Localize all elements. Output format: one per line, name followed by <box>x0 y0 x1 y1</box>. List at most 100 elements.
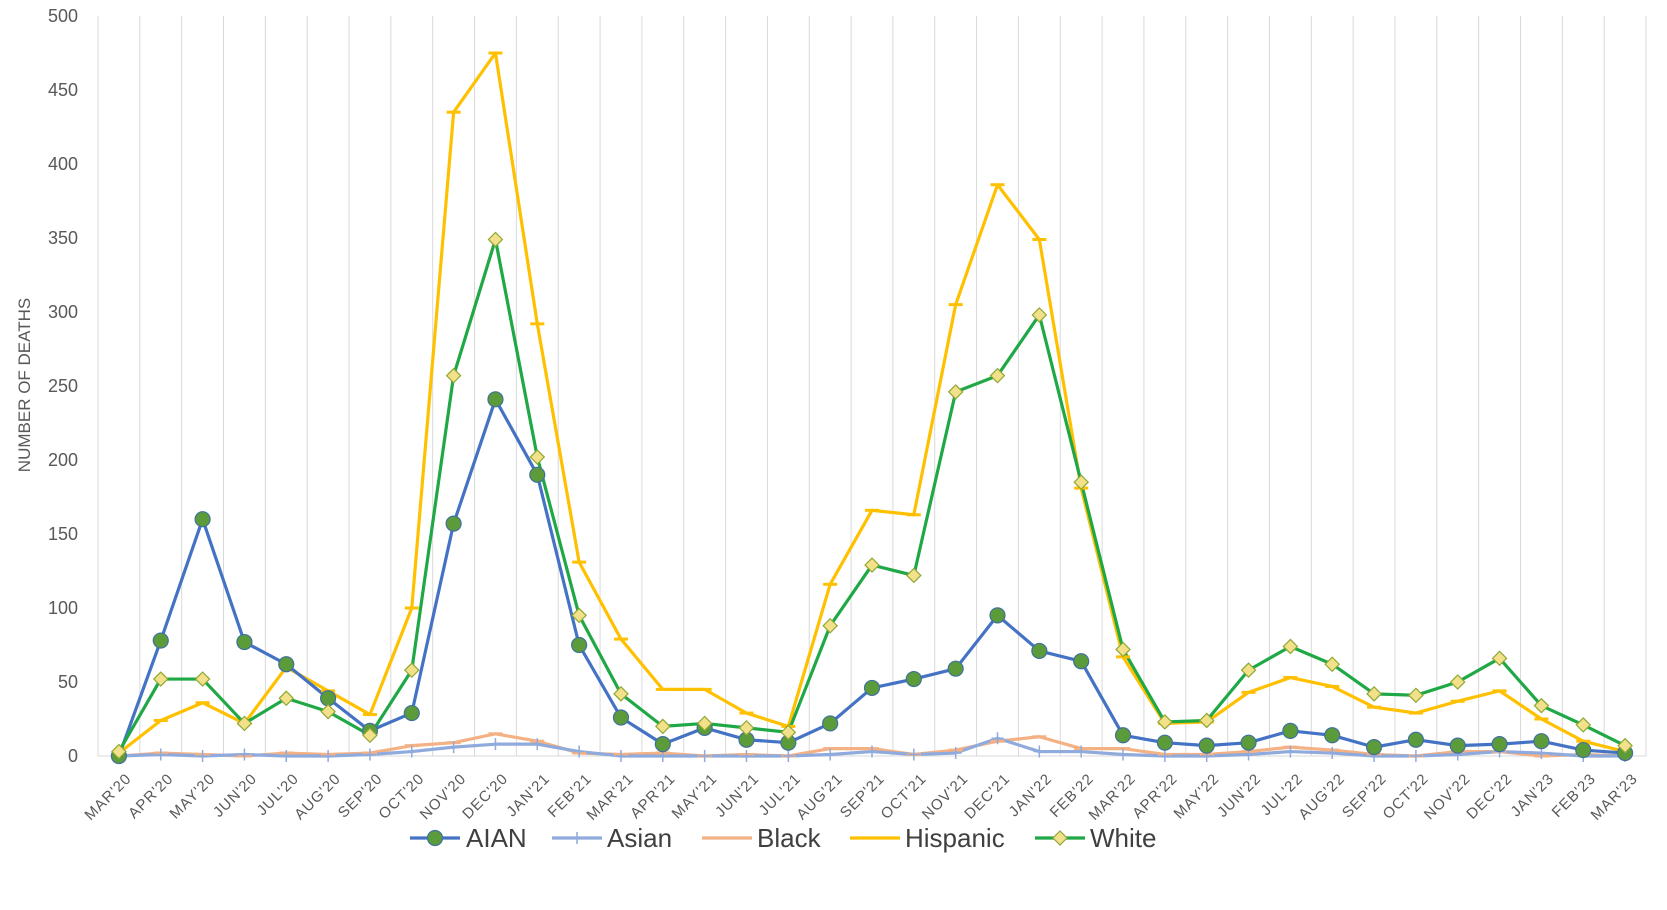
data-point-asian <box>1075 745 1088 758</box>
data-point-asian <box>1117 748 1130 761</box>
legend-marker-white <box>1052 830 1068 846</box>
x-tick-label: MAY'21 <box>669 770 721 822</box>
data-point-white <box>1073 474 1090 491</box>
data-point-asian <box>531 738 544 751</box>
x-tick-label: MAY'22 <box>1171 770 1223 822</box>
data-point-asian <box>573 745 586 758</box>
data-point-aian <box>320 690 337 707</box>
data-point-white <box>947 384 964 400</box>
y-tick-label: 0 <box>68 746 78 766</box>
data-point-white <box>1491 650 1508 667</box>
data-point-asian <box>154 748 167 761</box>
data-point-aian <box>152 632 169 649</box>
data-point-aian <box>1533 733 1550 750</box>
data-point-asian <box>1326 747 1339 760</box>
data-point-white <box>403 662 420 679</box>
legend-label-black: Black <box>757 823 822 853</box>
data-point-aian <box>194 511 211 528</box>
data-point-asian <box>698 750 711 762</box>
data-point-asian <box>907 748 920 761</box>
x-tick-label: AUG'20 <box>291 770 344 823</box>
y-tick-label: 50 <box>58 672 78 692</box>
data-point-white <box>1157 714 1173 730</box>
data-point-asian <box>782 750 795 762</box>
data-point-white <box>1240 662 1257 679</box>
data-point-white <box>362 727 378 744</box>
data-point-asian <box>363 748 376 761</box>
data-point-aian <box>863 679 881 697</box>
y-tick-label: 100 <box>48 598 78 618</box>
data-point-aian <box>1449 737 1466 754</box>
y-tick-label: 400 <box>48 154 78 174</box>
x-axis: MAR'20APR'20MAY'20JUN'20JUL'20AUG'20SEP'… <box>81 755 1646 824</box>
data-point-aian <box>403 704 420 722</box>
data-point-white <box>236 715 253 732</box>
data-point-white <box>111 743 127 760</box>
legend-item-white: White <box>1035 823 1156 853</box>
x-tick-label: JAN'22 <box>1005 770 1055 820</box>
x-tick-label: JUN'20 <box>210 770 261 821</box>
data-point-white <box>487 231 504 248</box>
data-point-white <box>1575 717 1592 733</box>
data-point-asian <box>866 745 878 758</box>
data-point-asian <box>1158 750 1171 762</box>
gridlines <box>97 16 1647 756</box>
x-tick-label: JUN'21 <box>712 770 763 821</box>
data-point-aian <box>989 607 1006 624</box>
y-tick-label: 150 <box>48 524 78 544</box>
data-point-white <box>1324 656 1341 673</box>
data-point-aian <box>1156 734 1173 751</box>
y-axis-title: NUMBER OF DEATHS <box>15 298 34 472</box>
x-tick-label: MAR'21 <box>583 770 637 824</box>
legend-label-hispanic: Hispanic <box>905 823 1005 853</box>
legend: AIAN Asian Black Hispanic White <box>410 823 1156 853</box>
data-point-aian <box>278 656 295 673</box>
data-point-white <box>696 715 713 732</box>
data-point-aian <box>236 633 253 651</box>
data-point-aian <box>487 391 504 408</box>
x-tick-label: MAY'20 <box>166 770 218 822</box>
legend-marker-asian <box>571 832 583 844</box>
y-tick-label: 250 <box>48 376 78 396</box>
data-point-aian <box>1240 734 1257 751</box>
data-point-aian <box>822 715 839 732</box>
data-point-white <box>445 367 462 384</box>
data-point-aian <box>1198 737 1215 754</box>
data-point-white <box>780 724 797 741</box>
series-line-aian <box>117 397 1626 757</box>
data-point-asian <box>614 750 627 762</box>
legend-label-aian: AIAN <box>466 823 527 853</box>
data-point-aian <box>571 636 588 654</box>
data-point-aian <box>1491 736 1508 753</box>
x-tick-label: NOV'21 <box>919 770 972 823</box>
data-point-white <box>1449 674 1466 690</box>
data-point-white <box>152 671 169 687</box>
data-point-asian <box>405 745 418 758</box>
data-point-aian <box>1282 722 1299 739</box>
data-point-white <box>1115 641 1131 658</box>
data-point-white <box>864 557 880 573</box>
legend-item-asian: Asian <box>552 823 672 853</box>
series-line-white <box>117 237 1626 753</box>
data-point-white <box>1031 307 1048 323</box>
legend-label-asian: Asian <box>607 823 672 853</box>
data-point-white <box>905 567 922 584</box>
x-tick-label: MAR'23 <box>1588 770 1642 824</box>
data-point-white <box>1408 687 1424 704</box>
data-point-white <box>571 607 587 624</box>
data-point-white <box>1533 697 1550 714</box>
series-points-white <box>111 231 1633 760</box>
data-point-asian <box>1033 745 1046 758</box>
data-point-white <box>822 617 839 634</box>
legend-item-hispanic: Hispanic <box>850 823 1005 853</box>
y-tick-label: 500 <box>48 6 78 26</box>
data-point-asian <box>824 748 837 761</box>
data-point-white <box>1366 685 1382 702</box>
data-point-white <box>654 718 671 735</box>
x-tick-label: MAR'20 <box>81 770 135 824</box>
data-point-white <box>1282 638 1299 655</box>
x-tick-label: NOV'20 <box>417 770 470 823</box>
data-point-aian <box>1365 739 1383 756</box>
y-tick-label: 450 <box>48 80 78 100</box>
